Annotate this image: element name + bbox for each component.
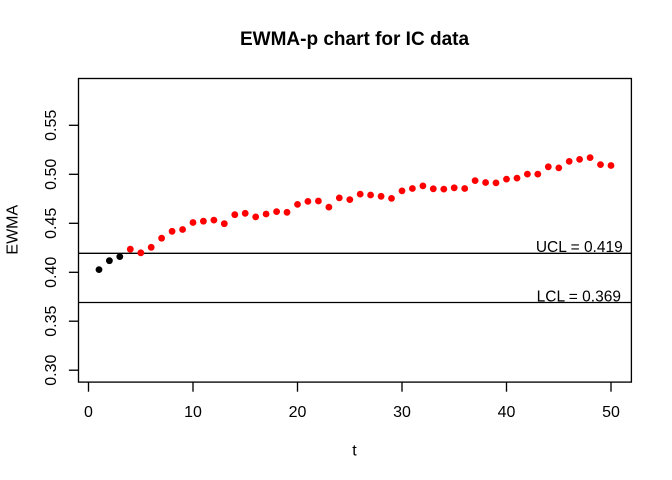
svg-text:0.50: 0.50 — [43, 159, 60, 190]
svg-text:10: 10 — [184, 404, 202, 421]
svg-text:LCL = 0.369: LCL = 0.369 — [537, 289, 621, 306]
svg-text:t: t — [352, 443, 357, 460]
svg-text:EWMA-p chart for IC data: EWMA-p chart for IC data — [240, 29, 469, 50]
svg-text:0.55: 0.55 — [43, 110, 60, 141]
svg-text:EWMA: EWMA — [5, 204, 22, 254]
svg-text:40: 40 — [498, 404, 516, 421]
svg-text:0.40: 0.40 — [43, 257, 60, 288]
svg-text:30: 30 — [393, 404, 411, 421]
svg-text:0.30: 0.30 — [43, 355, 60, 386]
svg-text:0.35: 0.35 — [43, 306, 60, 337]
svg-text:20: 20 — [289, 404, 307, 421]
svg-text:0: 0 — [84, 404, 93, 421]
svg-text:0.45: 0.45 — [43, 208, 60, 239]
svg-text:50: 50 — [602, 404, 620, 421]
svg-text:UCL = 0.419: UCL = 0.419 — [536, 239, 623, 256]
